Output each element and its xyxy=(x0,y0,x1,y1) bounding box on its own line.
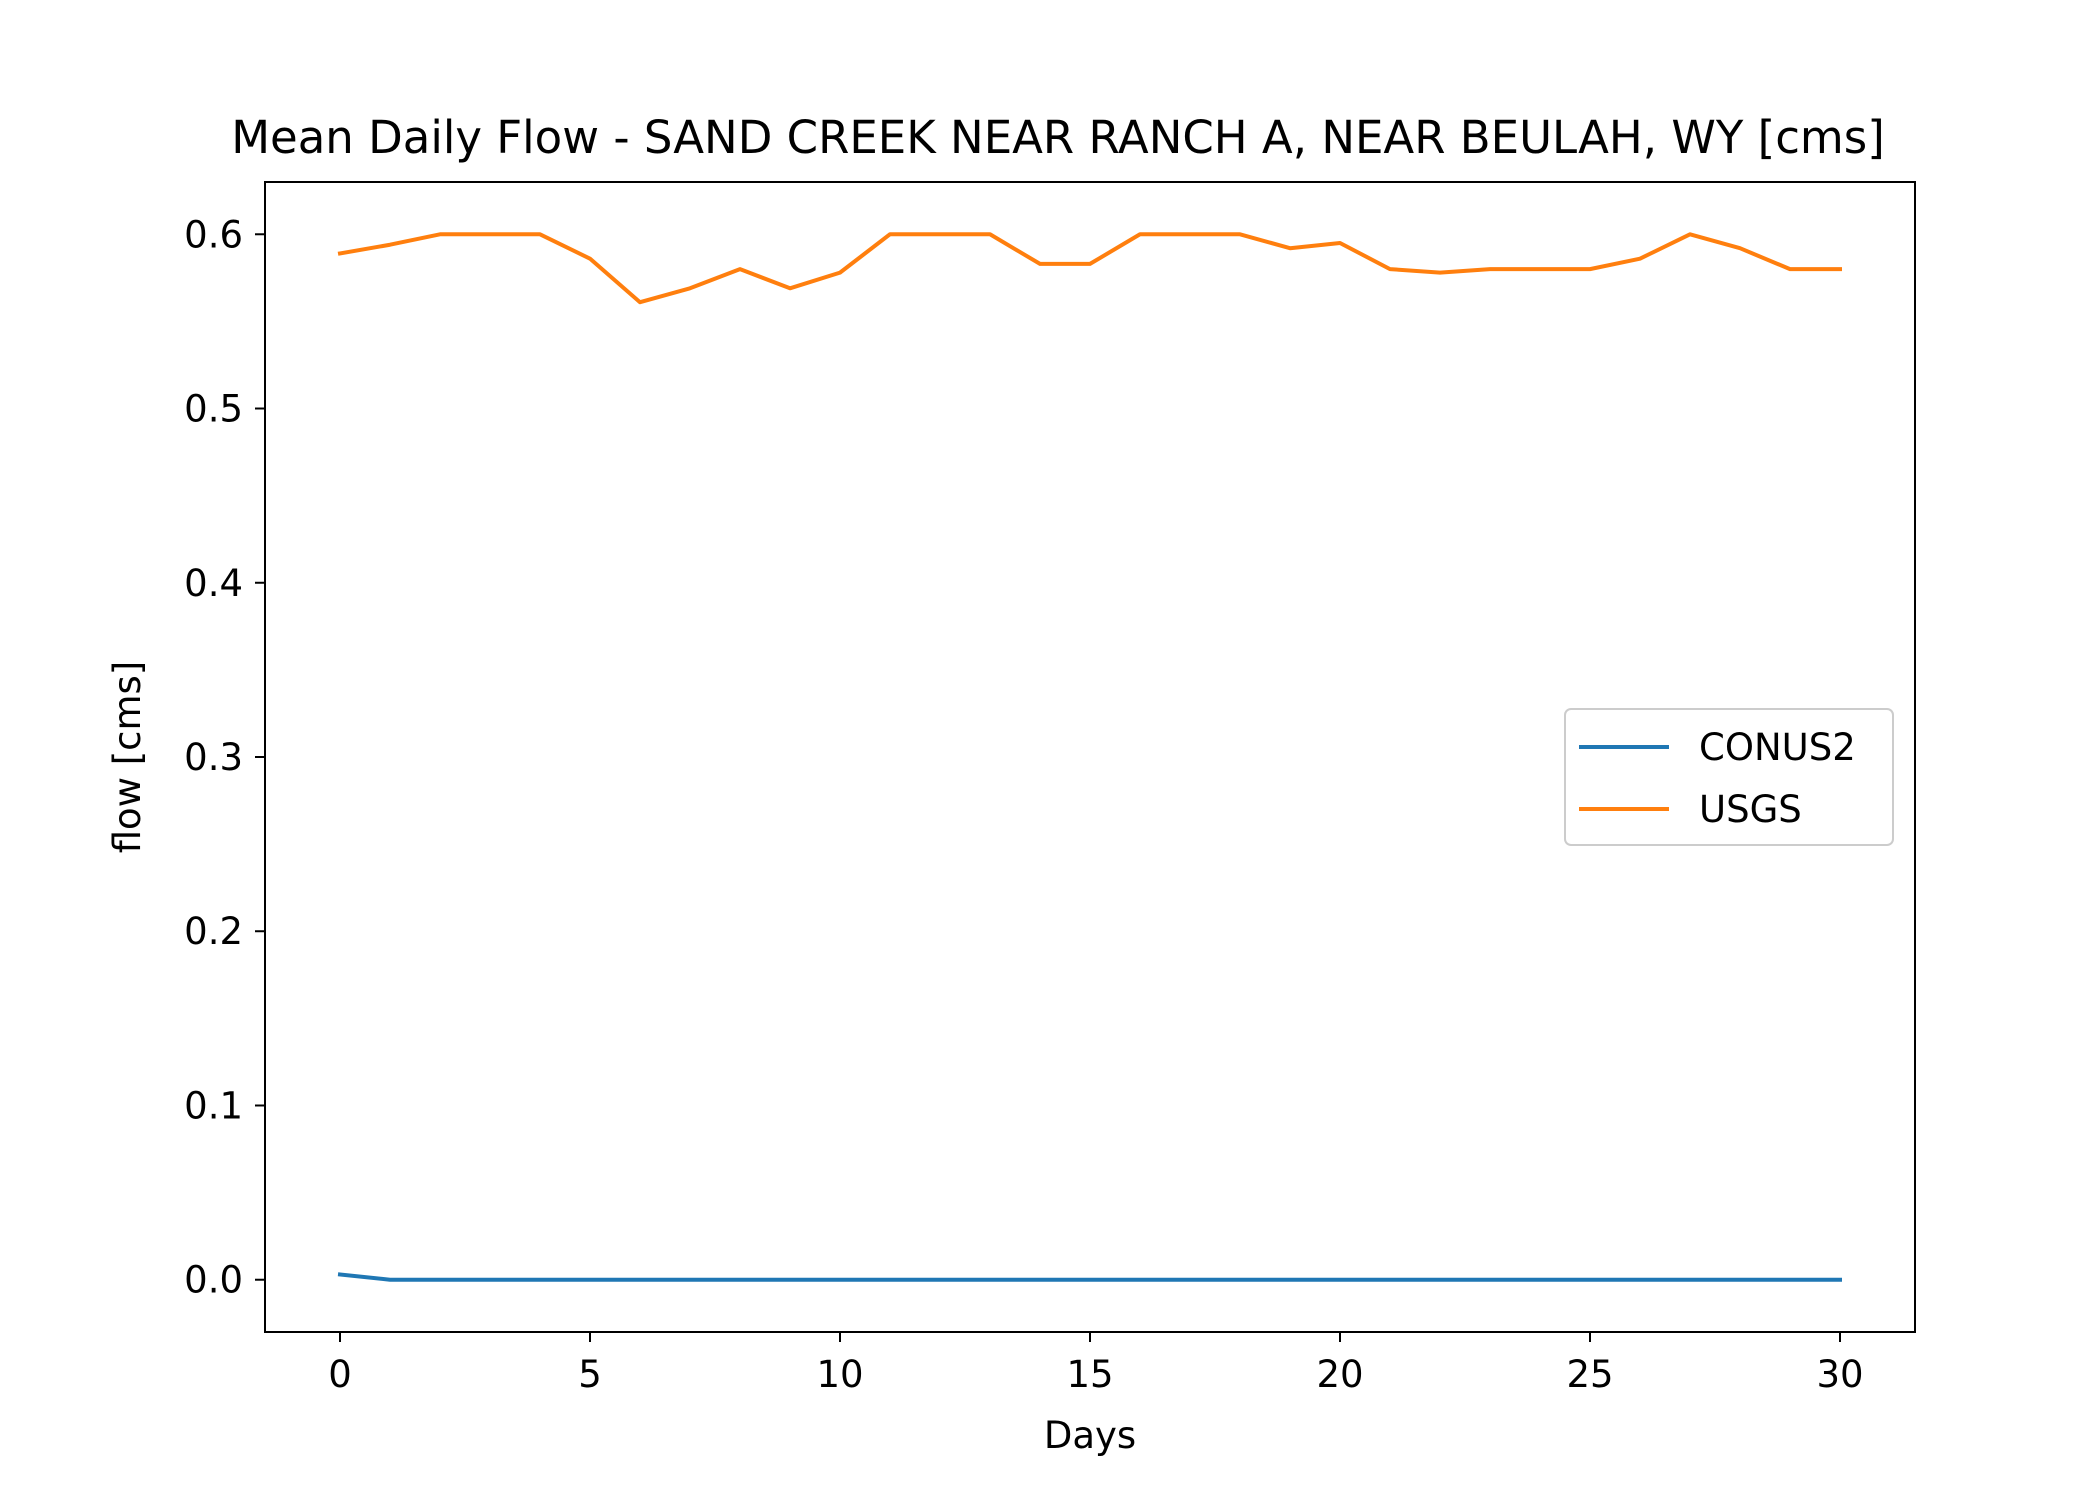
y-tick-label: 0.2 xyxy=(184,910,243,953)
x-axis-label: Days xyxy=(1044,1414,1136,1457)
x-tick-label: 30 xyxy=(1816,1353,1863,1396)
x-tick-label: 10 xyxy=(816,1353,863,1396)
series-line-conus2 xyxy=(337,1272,1842,1282)
y-axis: 0.0 0.1 0.2 0.3 0.4 0.5 0.6 xyxy=(184,213,265,1302)
y-tick-label: 0.3 xyxy=(184,736,243,779)
x-tick-label: 15 xyxy=(1066,1353,1113,1396)
y-tick-label: 0.0 xyxy=(184,1259,243,1302)
y-tick-label: 0.5 xyxy=(184,388,243,431)
x-tick-label: 25 xyxy=(1566,1353,1613,1396)
y-tick-label: 0.6 xyxy=(184,213,243,256)
series-line-usgs xyxy=(337,232,1842,305)
y-axis-label: flow [cms] xyxy=(106,661,149,854)
legend-label-usgs: USGS xyxy=(1699,788,1802,831)
x-axis: 0 5 10 15 20 25 30 xyxy=(328,1332,1864,1396)
series-layer xyxy=(337,232,1842,1282)
x-tick-label: 5 xyxy=(578,1353,602,1396)
legend: CONUS2 USGS xyxy=(1564,708,1894,846)
x-tick-label: 0 xyxy=(328,1353,352,1396)
legend-label-conus2: CONUS2 xyxy=(1699,726,1856,769)
y-tick-label: 0.1 xyxy=(184,1084,243,1127)
x-tick-label: 20 xyxy=(1316,1353,1363,1396)
chart-title: Mean Daily Flow - SAND CREEK NEAR RANCH … xyxy=(231,111,1885,164)
y-tick-label: 0.4 xyxy=(184,562,243,605)
